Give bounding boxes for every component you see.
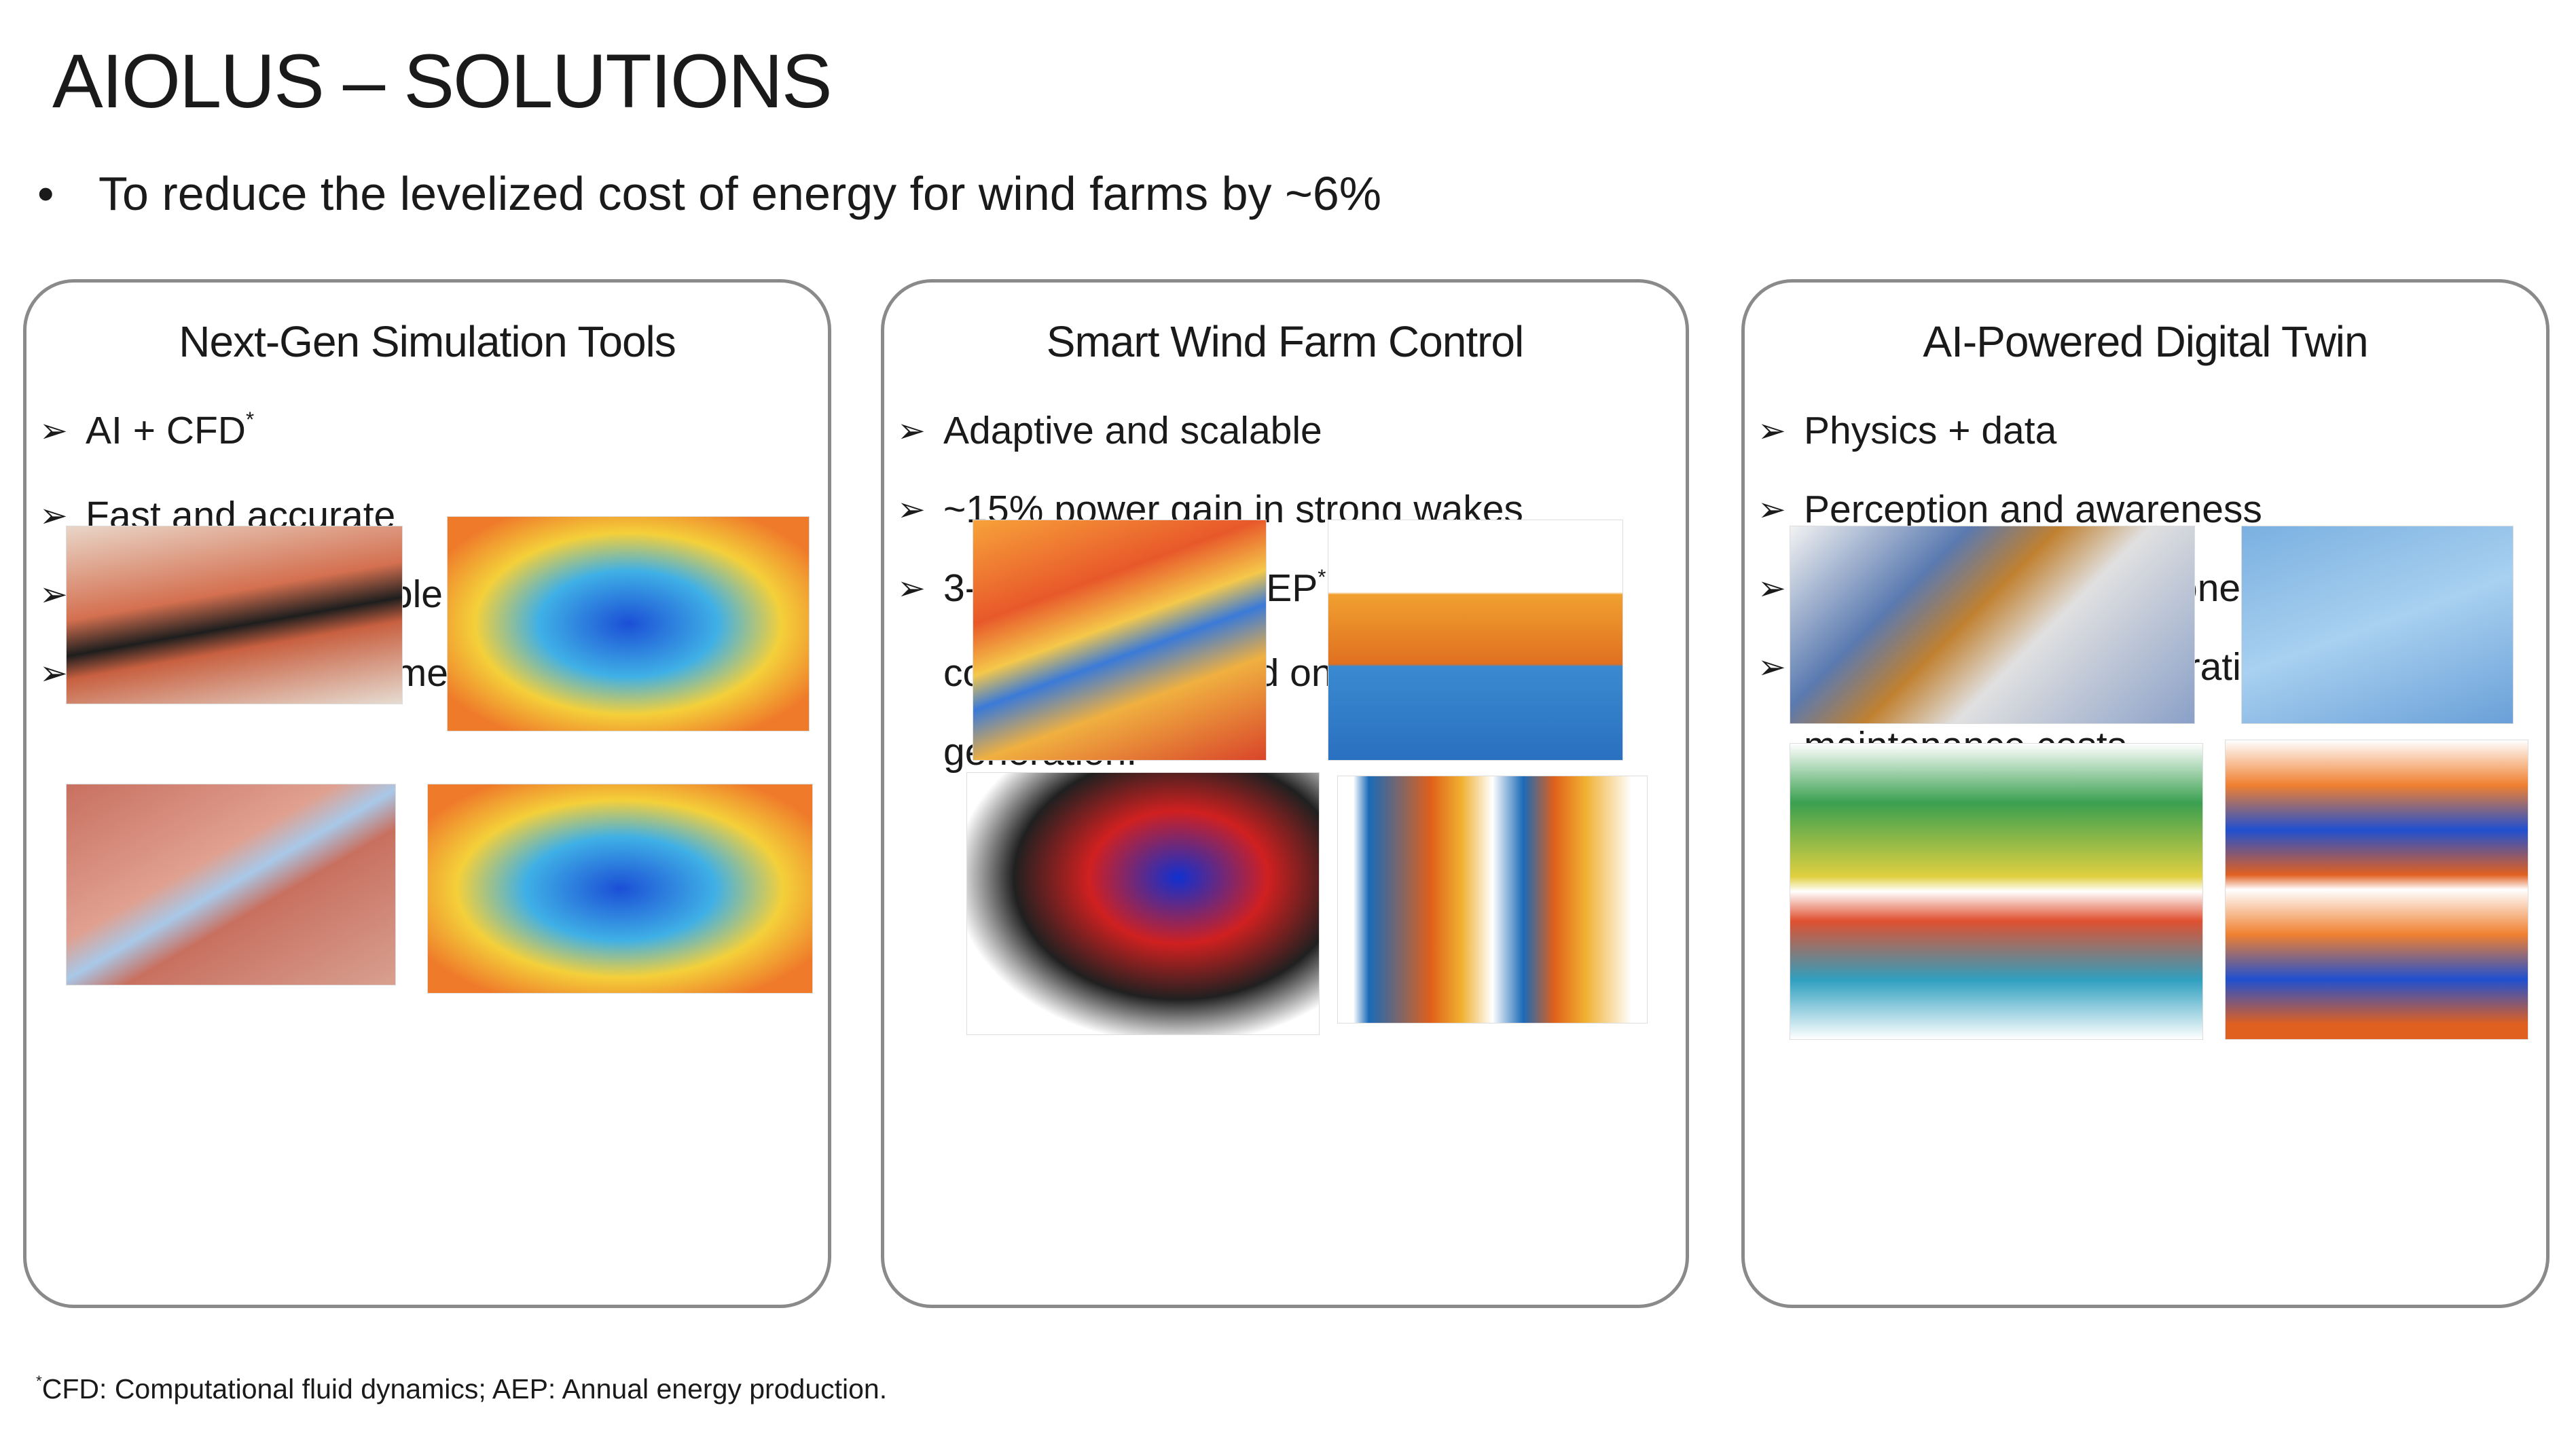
figure	[1328, 520, 1623, 761]
list-item: Perception and awareness	[1758, 470, 2476, 549]
figure	[447, 516, 810, 731]
panel: Smart Wind Farm Control Adaptive and scal…	[881, 279, 1689, 1308]
item-text: AI + CFD	[86, 409, 246, 452]
figure	[973, 520, 1267, 761]
panel: Next-Gen Simulation ToolsAI + CFD*Fast a…	[23, 279, 831, 1308]
figure	[2241, 526, 2514, 724]
panel-title: Smart Wind Farm Control	[1046, 317, 1524, 366]
panel-title: AI-Powered Digital Twin	[1923, 317, 2368, 366]
figure	[1337, 776, 1648, 1024]
list-item: AI + CFD*	[39, 391, 758, 476]
item-text: Adaptive and scalable	[943, 409, 1322, 452]
list-item: Physics + data	[1758, 391, 2476, 470]
panel-title: Next-Gen Simulation Tools	[179, 317, 676, 366]
summary-bullet: To reduce the levelized cost of energy f…	[37, 166, 1381, 221]
panel: AI-Powered Digital Twin Physics + data Per…	[1741, 279, 2550, 1308]
footnote-text: CFD: Computational fluid dynamics; AEP: …	[41, 1373, 888, 1405]
footnote-mark: *	[36, 1372, 42, 1390]
item-text: Perception and awareness	[1804, 488, 2262, 531]
list-item: Adaptive and scalable	[897, 391, 1616, 470]
figure	[2225, 740, 2528, 1040]
slide-title: AIOLUS – SOLUTIONS	[52, 39, 833, 124]
figure	[1790, 743, 2203, 1040]
figure	[66, 526, 403, 704]
figure	[1790, 526, 2195, 724]
figure	[966, 772, 1320, 1035]
superscript: *	[1318, 564, 1326, 589]
figure	[66, 784, 396, 985]
footnote: *CFD: Computational fluid dynamics; AEP:…	[36, 1373, 887, 1405]
superscript: *	[245, 407, 255, 431]
figure	[427, 784, 813, 994]
item-text: Physics + data	[1804, 409, 2057, 452]
